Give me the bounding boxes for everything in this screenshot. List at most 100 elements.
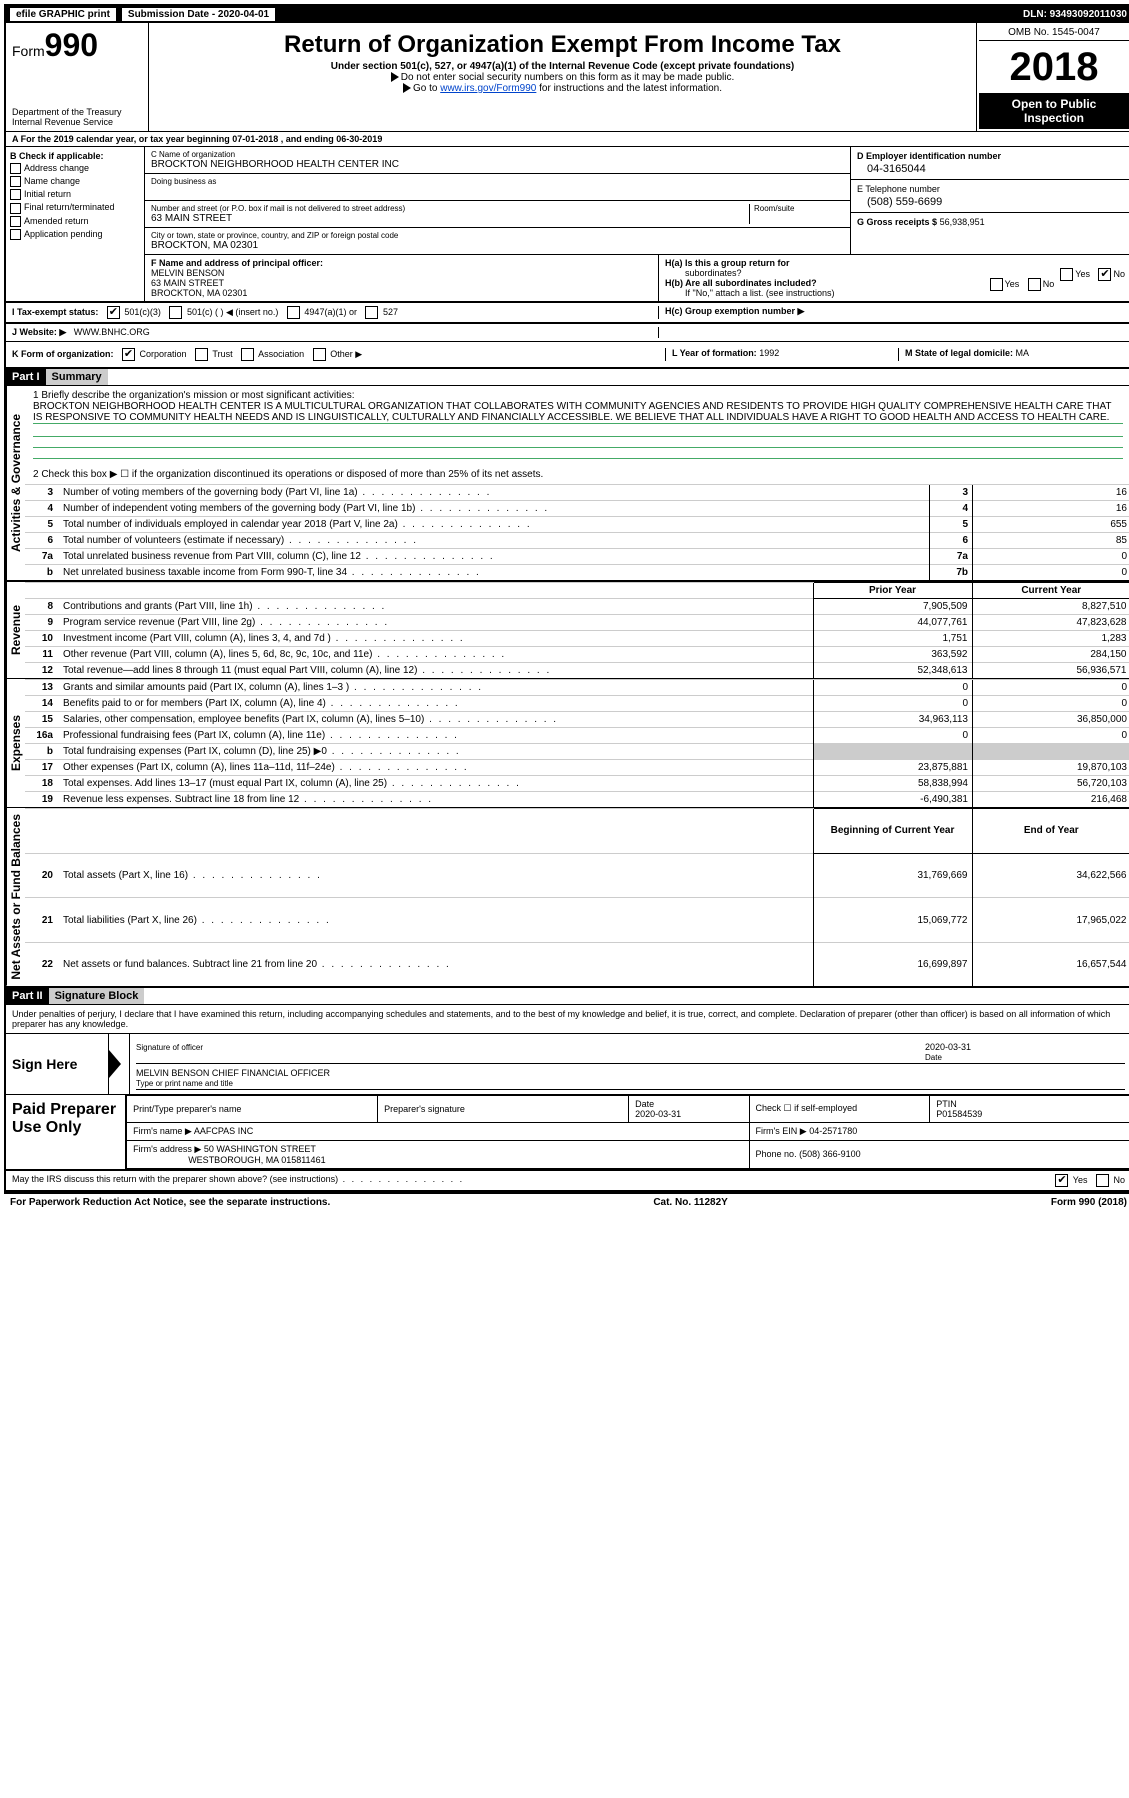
revenue-block: Revenue Prior YearCurrent Year8Contribut… <box>6 582 1129 679</box>
h-b: H(b) Are all subordinates included? Yes … <box>665 278 1125 298</box>
table-row: 10Investment income (Part VIII, column (… <box>25 631 1129 647</box>
ein-val: 04-3165044 <box>857 161 1125 175</box>
l-lbl: L Year of formation: <box>672 348 757 358</box>
chk-amended[interactable]: Amended return <box>10 216 140 227</box>
i-4947: 4947(a)(1) or <box>304 307 357 317</box>
table-row: Firm's name ▶ AAFCPAS INC Firm's EIN ▶ 0… <box>127 1122 1129 1140</box>
prep-date: 2020-03-31 <box>635 1109 681 1119</box>
chk-initial-return[interactable]: Initial return <box>10 189 140 200</box>
irs-link[interactable]: www.irs.gov/Form990 <box>440 83 536 94</box>
ptin-val: P01584539 <box>936 1109 982 1119</box>
table-header-row: Beginning of Current YearEnd of Year <box>25 809 1129 854</box>
underline <box>33 448 1123 459</box>
form-990-number: 990 <box>45 27 98 63</box>
k-corp: Corporation <box>140 349 187 359</box>
note-link: Go to www.irs.gov/Form990 for instructio… <box>153 83 972 94</box>
checkbox-icon[interactable] <box>287 306 300 319</box>
checkbox-icon[interactable] <box>107 306 120 319</box>
chk-lbl: Application pending <box>24 229 103 239</box>
checkbox-icon[interactable] <box>365 306 378 319</box>
i-lbl: I Tax-exempt status: <box>12 307 98 317</box>
checkbox-icon[interactable] <box>1028 278 1041 291</box>
checkbox-icon[interactable] <box>1060 268 1073 281</box>
netassets-block: Net Assets or Fund Balances Beginning of… <box>6 808 1129 988</box>
expenses-table: 13Grants and similar amounts paid (Part … <box>25 679 1129 807</box>
website-val: WWW.BNHC.ORG <box>74 327 150 337</box>
paid-preparer-label: Paid Preparer Use Only <box>6 1095 126 1169</box>
firm-ein-lbl: Firm's EIN ▶ <box>756 1126 807 1136</box>
side-label-netassets: Net Assets or Fund Balances <box>6 808 25 986</box>
m-val: MA <box>1016 348 1030 358</box>
officer-name: MELVIN BENSON <box>151 268 224 278</box>
street-val: 63 MAIN STREET <box>151 213 232 224</box>
m-lbl: M State of legal domicile: <box>905 348 1013 358</box>
no-lbl: No <box>1113 1174 1125 1184</box>
chk-lbl: Address change <box>24 163 89 173</box>
table-row: 3Number of voting members of the governi… <box>25 485 1129 501</box>
gross-val: 56,938,951 <box>940 217 985 227</box>
column-cd: C Name of organization BROCKTON NEIGHBOR… <box>145 147 1129 301</box>
table-row: 17Other expenses (Part IX, column (A), l… <box>25 760 1129 776</box>
principal-officer: F Name and address of principal officer:… <box>145 255 658 301</box>
dept-treasury: Department of the Treasury Internal Reve… <box>12 107 142 127</box>
form-subtitle: Under section 501(c), 527, or 4947(a)(1)… <box>153 61 972 72</box>
chk-address-change[interactable]: Address change <box>10 163 140 174</box>
chk-final-return[interactable]: Final return/terminated <box>10 202 140 213</box>
note1-text: Do not enter social security numbers on … <box>401 72 734 83</box>
checkbox-icon <box>10 176 21 187</box>
chk-lbl: Amended return <box>24 216 89 226</box>
room-lbl: Room/suite <box>754 204 844 213</box>
checkbox-icon[interactable] <box>169 306 182 319</box>
ag-body: 1 Briefly describe the organization's mi… <box>25 386 1129 580</box>
type-lbl: Type or print name and title <box>136 1079 233 1088</box>
mission-block: 1 Briefly describe the organization's mi… <box>25 386 1129 484</box>
checkbox-icon[interactable] <box>1055 1174 1068 1187</box>
sign-here-row: Sign Here Signature of officer 2020-03-3… <box>6 1034 1129 1095</box>
form-label: Form <box>12 43 45 59</box>
paid-preparer-table: Print/Type preparer's name Preparer's si… <box>126 1095 1129 1169</box>
checkbox-icon[interactable] <box>195 348 208 361</box>
dln: DLN: 93493092011030 <box>1023 9 1127 20</box>
part-i-title: Summary <box>46 369 108 385</box>
table-row: 4Number of independent voting members of… <box>25 501 1129 517</box>
k-assoc: Association <box>258 349 304 359</box>
f-lbl: F Name and address of principal officer: <box>151 258 323 268</box>
h-a: H(a) Is this a group return for subordin… <box>665 258 1125 278</box>
table-header-row: Prior YearCurrent Year <box>25 583 1129 599</box>
table-row: 7aTotal unrelated business revenue from … <box>25 549 1129 565</box>
chk-lbl: Name change <box>24 176 80 186</box>
checkbox-icon <box>10 229 21 240</box>
part-i-header: Part ISummary <box>6 369 1129 386</box>
org-name: BROCKTON NEIGHBORHOOD HEALTH CENTER INC <box>151 159 399 170</box>
hb-lbl: H(b) Are all subordinates included? <box>665 278 817 288</box>
officer-city: BROCKTON, MA 02301 <box>151 288 247 298</box>
checkbox-icon <box>10 203 21 214</box>
efile-badge: efile GRAPHIC print <box>10 8 116 21</box>
line-a-tax-year: A For the 2019 calendar year, or tax yea… <box>6 132 1129 147</box>
table-row: Print/Type preparer's name Preparer's si… <box>127 1095 1129 1122</box>
checkbox-icon[interactable] <box>122 348 135 361</box>
gross-cell: G Gross receipts $ 56,938,951 <box>851 213 1129 231</box>
m-state: M State of legal domicile: MA <box>898 348 1125 361</box>
dba-lbl: Doing business as <box>151 177 844 186</box>
ein-cell: D Employer identification number 04-3165… <box>851 147 1129 180</box>
checkbox-icon[interactable] <box>1098 268 1111 281</box>
checkbox-icon <box>10 216 21 227</box>
checkbox-icon[interactable] <box>990 278 1003 291</box>
table-row: bTotal fundraising expenses (Part IX, co… <box>25 744 1129 760</box>
discuss-text: May the IRS discuss this return with the… <box>12 1174 464 1187</box>
omb-number: OMB No. 1545-0047 <box>979 25 1129 41</box>
chk-pending[interactable]: Application pending <box>10 229 140 240</box>
column-b-checkboxes: B Check if applicable: Address change Na… <box>6 147 145 301</box>
k-lbl: K Form of organization: <box>12 349 114 359</box>
checkbox-icon[interactable] <box>241 348 254 361</box>
checkbox-icon[interactable] <box>313 348 326 361</box>
row-i-tax-status: I Tax-exempt status: 501(c)(3) 501(c) ( … <box>6 302 1129 323</box>
self-employed-lbl: Check ☐ if self-employed <box>749 1095 930 1122</box>
checkbox-icon[interactable] <box>1096 1174 1109 1187</box>
table-row: 22Net assets or fund balances. Subtract … <box>25 942 1129 985</box>
column-d: D Employer identification number 04-3165… <box>850 147 1129 254</box>
k-trust: Trust <box>212 349 232 359</box>
chk-name-change[interactable]: Name change <box>10 176 140 187</box>
header-center: Return of Organization Exempt From Incom… <box>149 23 976 131</box>
